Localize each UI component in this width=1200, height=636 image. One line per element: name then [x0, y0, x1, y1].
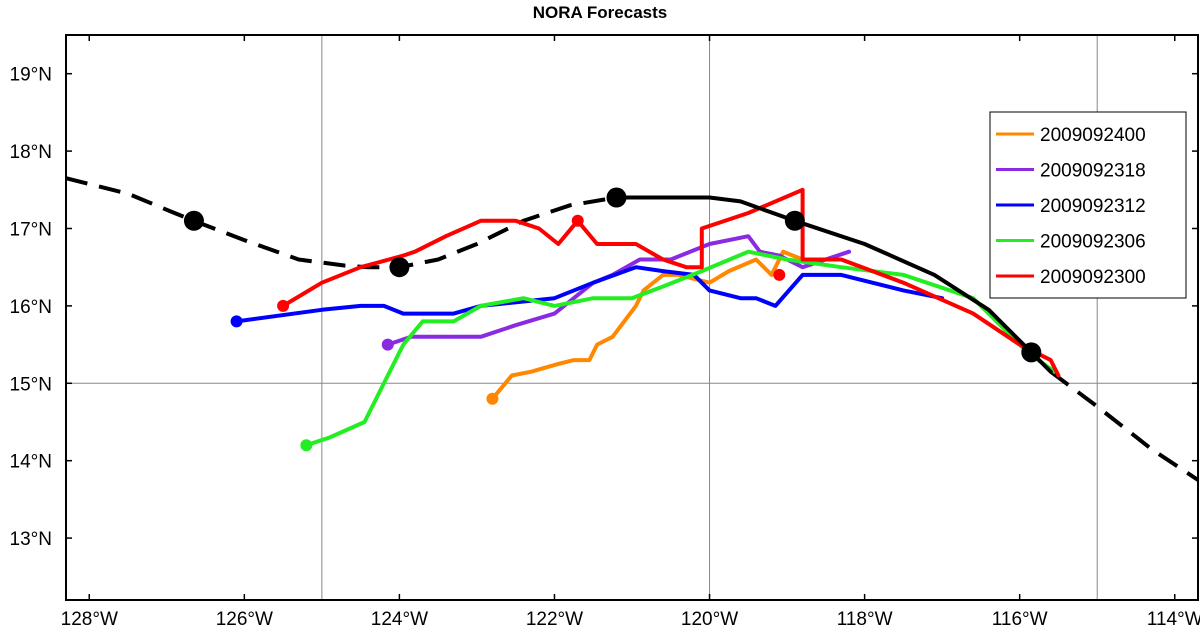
x-tick-label: 122°W [526, 609, 583, 630]
legend: 2009092400 2009092318 2009092312 2009092306… [989, 111, 1187, 299]
series-line-2009092312 [234, 265, 945, 324]
series-line-2009092300 [281, 187, 1061, 378]
observed-position-point [389, 257, 410, 278]
x-tick-label: 114°W [1147, 609, 1200, 630]
observed-position-point [183, 210, 204, 231]
series-start-point-2009092400 [486, 392, 499, 405]
x-tick-label: 126°W [216, 609, 273, 630]
x-tick-label: 116°W [992, 609, 1048, 630]
observed-track-past [65, 176, 617, 270]
series-point-2009092300 [571, 214, 584, 227]
series-line-2009092318 [385, 234, 852, 347]
legend-label-2009092400: 2009092400 [1040, 125, 1146, 146]
observed-position-point [784, 210, 805, 231]
y-tick-label: 18°N [10, 142, 52, 163]
x-tick-label: 128°W [61, 609, 118, 630]
observed-position-point [606, 187, 627, 208]
y-tick-label: 13°N [10, 529, 52, 550]
x-tick-label: 124°W [371, 609, 428, 630]
observed-track-solid [614, 195, 1053, 374]
plot-frame [65, 34, 1199, 601]
series-point-2009092300 [773, 268, 786, 281]
observed-track-future [1049, 370, 1200, 482]
legend-label-2009092300: 2009092300 [1040, 267, 1146, 288]
series-start-point-2009092318 [381, 338, 394, 351]
y-tick-label: 15°N [10, 374, 52, 395]
y-tick-label: 17°N [10, 219, 52, 240]
series-lines [65, 176, 1200, 482]
x-tick-label: 118°W [837, 609, 893, 630]
series-markers [183, 187, 1042, 452]
y-tick-label: 19°N [10, 65, 52, 86]
series-line-2009092306 [304, 249, 1057, 448]
chart-title: NORA Forecasts [533, 3, 667, 22]
y-tick-label: 16°N [10, 297, 52, 318]
y-tick-label: 14°N [10, 452, 52, 473]
x-tick-label: 120°W [681, 609, 738, 630]
legend-box [989, 111, 1187, 299]
legend-label-2009092306: 2009092306 [1040, 232, 1146, 253]
series-line-2009092400 [490, 249, 805, 401]
series-start-point-2009092312 [230, 315, 243, 328]
axis-ticks: 128°W 126°W 124°W 122°W 120°W 118°W 116°W 114°W… [10, 35, 1200, 630]
series-start-point-2009092300 [277, 299, 290, 312]
observed-position-point [1021, 342, 1042, 363]
legend-label-2009092312: 2009092312 [1040, 196, 1146, 217]
legend-label-2009092318: 2009092318 [1040, 161, 1146, 182]
series-start-point-2009092306 [300, 439, 313, 452]
